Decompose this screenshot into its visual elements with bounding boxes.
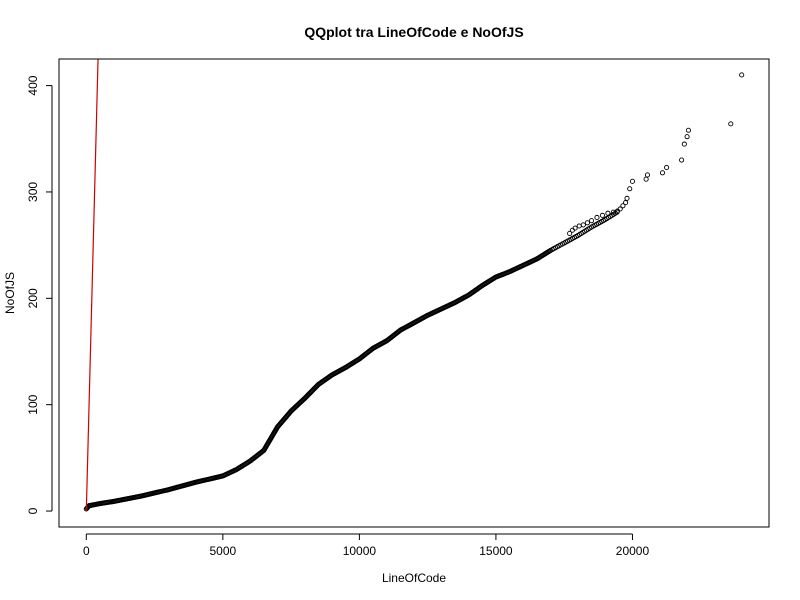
data-point [685,127,691,133]
data-point [567,230,573,236]
data-point [572,225,578,231]
data-point [739,72,745,78]
x-tick-label: 15000 [479,544,513,558]
data-point [629,178,636,184]
data-point [627,186,633,192]
data-point [681,141,687,147]
y-axis: 0 100 200 300 400 [26,75,53,514]
data-point [644,172,651,178]
reference-line [85,59,99,512]
data-point [617,206,623,212]
data-point [605,210,611,216]
x-axis: 0 5000 10000 15000 20000 [83,533,650,558]
data-point [684,134,690,140]
data-point [624,195,630,201]
data-point [599,212,605,218]
data-point [679,157,685,163]
plot-frame [58,58,770,528]
points-layer [83,72,745,512]
y-tick-label: 300 [26,182,40,202]
y-tick-label: 200 [26,288,40,308]
data-point [580,222,586,228]
data-point [659,170,666,176]
data-point [664,164,670,171]
x-tick-label: 0 [83,544,90,558]
y-axis-title: NoOfJS [3,272,17,314]
data-point [588,218,595,224]
data-point [620,203,626,209]
x-tick-label: 5000 [209,544,236,558]
data-point [594,214,600,221]
data-point [584,220,590,226]
chart-title: QQplot tra LineOfCode e NoOfJS [304,24,523,40]
y-tick-label: 400 [26,75,40,95]
y-tick-label: 100 [26,394,40,414]
reference-line-layer [85,59,99,512]
data-point [728,121,734,127]
x-tick-label: 10000 [343,544,377,558]
x-axis-title: LineOfCode [382,571,446,585]
y-tick-label: 0 [26,507,40,514]
x-tick-label: 20000 [616,544,650,558]
